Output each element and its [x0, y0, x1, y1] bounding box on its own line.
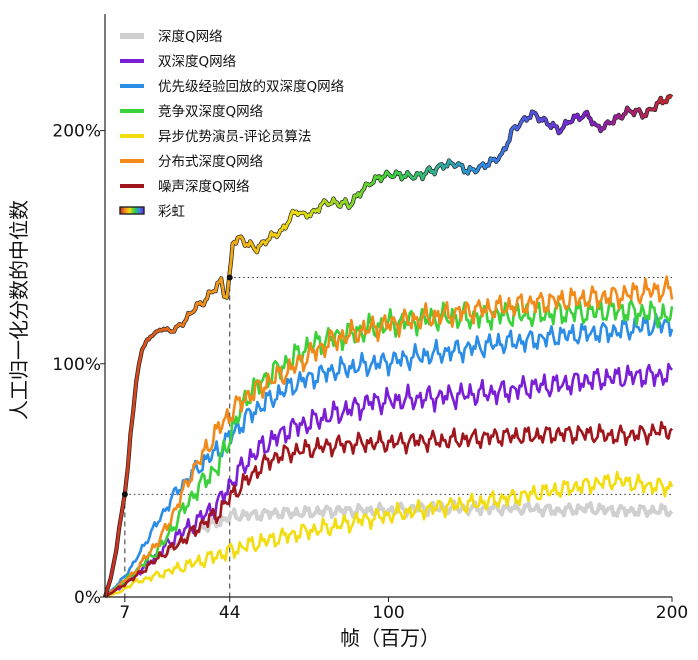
legend-label-3: 竞争双深度Q网络 [158, 103, 264, 120]
series-line-2 [104, 313, 674, 598]
legend-label-5: 分布式深度Q网络 [158, 154, 264, 170]
axis-ticks: 7 44 100 200 0% 100% 200% [52, 122, 688, 623]
legend: 深度Q网络双深度Q网络优先级经验回放的双深度Q网络竞争双深度Q网络异步优势演员-… [119, 29, 345, 220]
y-axis-title: 人工归一化分数的中位数 [7, 200, 31, 420]
reference-point-1 [226, 274, 233, 281]
legend-label-2: 优先级经验回放的双深度Q网络 [158, 79, 345, 95]
y-tick-label-1: 100% [52, 355, 101, 375]
legend-label-7: 彩虹 [158, 204, 185, 220]
legend-label-4: 异步优势演员-评论员算法 [158, 129, 311, 145]
x-tick-label-1: 44 [219, 603, 241, 623]
legend-label-1: 双深度Q网络 [158, 54, 237, 70]
reference-point-0 [121, 491, 128, 498]
y-tick-label-0: 0% [74, 588, 101, 608]
legend-swatch-7 [119, 206, 145, 215]
series-line-5 [104, 275, 674, 598]
series-line-3 [104, 296, 674, 598]
series-line-7 [103, 94, 673, 598]
legend-label-0: 深度Q网络 [158, 29, 223, 45]
legend-label-6: 噪声深度Q网络 [158, 179, 250, 195]
series-line-6 [104, 420, 674, 599]
series-lines [102, 93, 674, 599]
x-axis-title: 帧（百万） [340, 626, 440, 650]
series-line-4 [104, 470, 674, 599]
y-tick-label-2: 200% [52, 122, 101, 142]
x-tick-label-2: 100 [372, 603, 404, 623]
x-tick-label-0: 7 [119, 603, 130, 623]
x-tick-label-3: 200 [656, 603, 688, 623]
series-line-1 [104, 362, 673, 599]
